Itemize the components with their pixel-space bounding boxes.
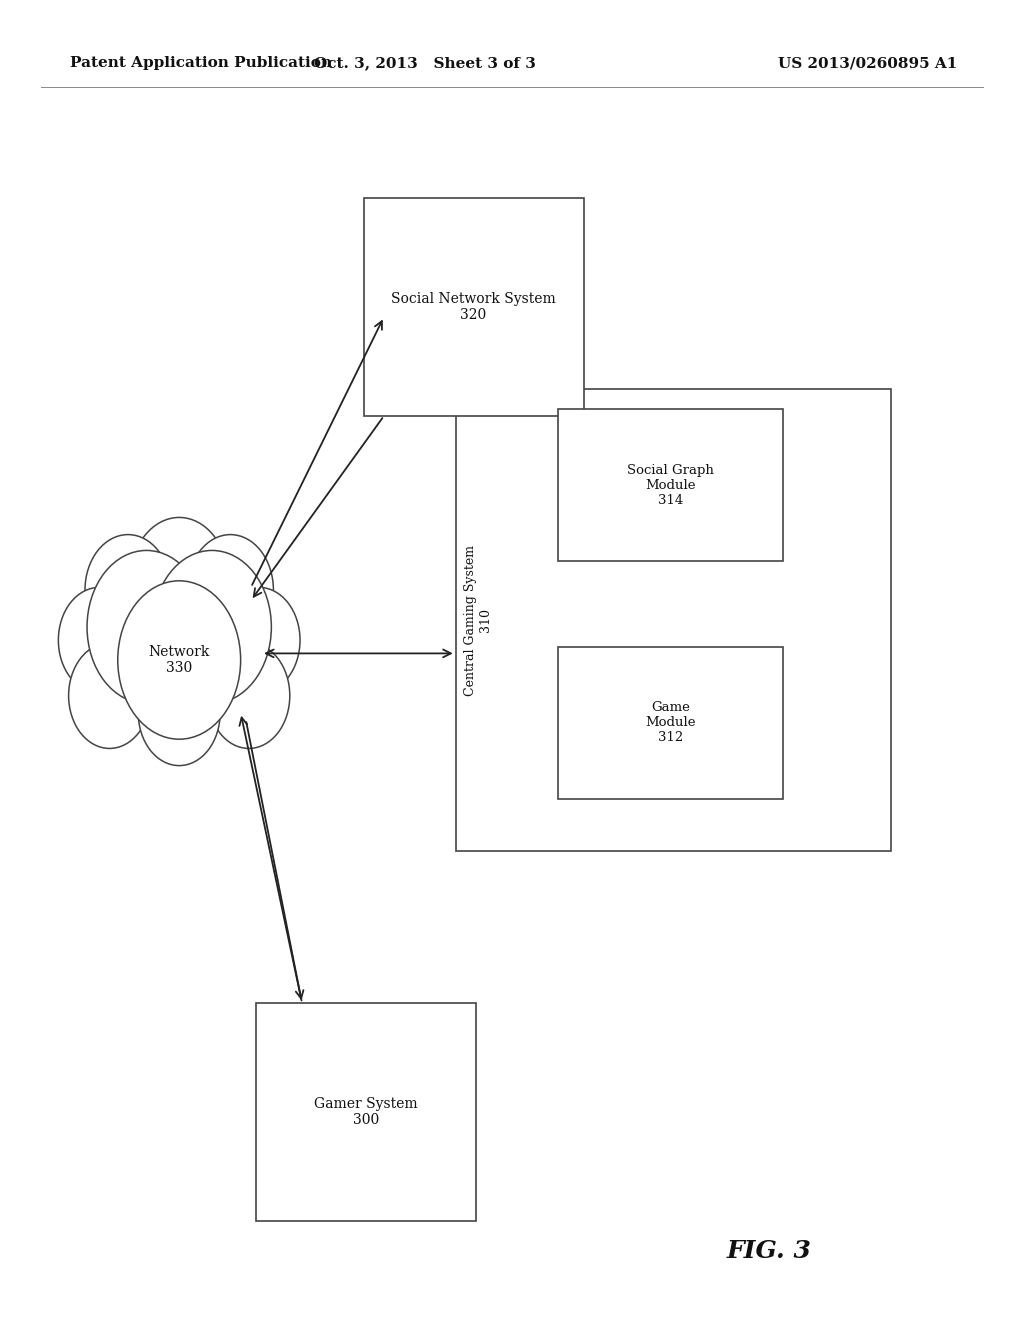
Ellipse shape: [130, 517, 228, 644]
Ellipse shape: [153, 550, 271, 704]
Ellipse shape: [187, 535, 273, 645]
Text: Central Gaming System
310: Central Gaming System 310: [464, 545, 493, 696]
Ellipse shape: [208, 643, 290, 748]
Bar: [256, 1003, 476, 1221]
Text: Social Graph
Module
314: Social Graph Module 314: [628, 463, 714, 507]
Text: Gamer System
300: Gamer System 300: [314, 1097, 418, 1127]
Text: Patent Application Publication: Patent Application Publication: [70, 57, 332, 70]
Text: Oct. 3, 2013   Sheet 3 of 3: Oct. 3, 2013 Sheet 3 of 3: [314, 57, 536, 70]
Text: Social Network System
320: Social Network System 320: [391, 292, 556, 322]
Ellipse shape: [85, 535, 171, 645]
Text: US 2013/0260895 A1: US 2013/0260895 A1: [778, 57, 957, 70]
Ellipse shape: [138, 660, 220, 766]
Ellipse shape: [69, 643, 151, 748]
Bar: [456, 389, 891, 851]
Bar: [558, 409, 783, 561]
Text: Game
Module
312: Game Module 312: [645, 701, 696, 744]
Text: FIG. 3: FIG. 3: [727, 1239, 812, 1263]
Ellipse shape: [218, 587, 300, 693]
Ellipse shape: [87, 550, 206, 704]
Ellipse shape: [58, 587, 140, 693]
Bar: [364, 198, 584, 416]
Ellipse shape: [118, 581, 241, 739]
Text: Network
330: Network 330: [148, 645, 210, 675]
Bar: [558, 647, 783, 799]
